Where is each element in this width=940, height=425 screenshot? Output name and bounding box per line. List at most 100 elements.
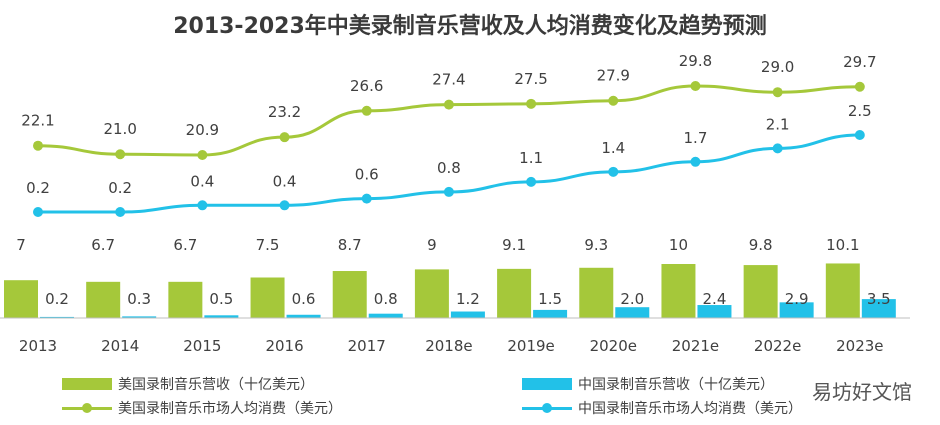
us-revenue-bar xyxy=(579,267,614,318)
cn-revenue-bar xyxy=(779,302,814,318)
us-revenue-bar xyxy=(743,265,778,318)
cn-revenue-data-label: 0.3 xyxy=(127,290,151,308)
cn-revenue-data-label: 1.5 xyxy=(538,290,562,308)
cn-spend-point xyxy=(33,207,43,217)
us-revenue-bar xyxy=(332,271,367,318)
cn-revenue-data-label: 0.6 xyxy=(292,290,316,308)
us-spend-data-label: 27.5 xyxy=(514,70,547,88)
us-spend-point xyxy=(526,98,537,109)
us-revenue-bar xyxy=(168,281,203,318)
x-tick-label: 2014 xyxy=(101,337,139,355)
cn-revenue-bar xyxy=(697,305,732,318)
legend-us-revenue: 美国录制音乐营收（十亿美元） xyxy=(62,374,314,394)
us-spend-point xyxy=(690,81,701,91)
legend-us-spend: 美国录制音乐市场人均消费（美元） xyxy=(62,398,342,418)
us-revenue-data-label: 6.7 xyxy=(173,236,197,254)
cn-spend-point xyxy=(854,130,865,140)
us-spend-line xyxy=(37,84,860,157)
cn-spend-point xyxy=(608,166,619,177)
x-tick-label: 2022e xyxy=(754,337,801,355)
cn-revenue-data-label: 2.9 xyxy=(785,290,809,308)
cn-spend-data-label: 1.4 xyxy=(601,139,625,157)
us-revenue-data-label: 6.7 xyxy=(91,236,115,254)
x-tick-label: 2023e xyxy=(836,337,883,355)
cn-revenue-bar xyxy=(450,311,485,318)
cn-revenue-data-label: 1.2 xyxy=(456,290,480,308)
cn-spend-point xyxy=(361,193,372,204)
x-tick-label: 2016 xyxy=(265,337,303,355)
legend-cn-spend-label: 中国录制音乐市场人均消费（美元） xyxy=(578,401,802,417)
cn-spend-data-label: 1.1 xyxy=(519,149,543,167)
legend-us-spend-label: 美国录制音乐市场人均消费（美元） xyxy=(118,401,342,417)
legend-us-revenue-swatch xyxy=(62,378,112,390)
cn-revenue-bar xyxy=(615,307,650,318)
cn-spend-data-label: 2.1 xyxy=(766,115,790,133)
us-revenue-data-label: 9.1 xyxy=(502,236,526,254)
us-spend-data-label: 22.1 xyxy=(21,112,54,130)
cn-revenue-data-label: 0.8 xyxy=(374,290,398,308)
cn-spend-point xyxy=(690,156,701,167)
us-spend-data-label: 27.9 xyxy=(597,67,630,85)
x-tick-label: 2013 xyxy=(19,337,57,355)
cn-spend-data-label: 0.2 xyxy=(26,179,50,197)
cn-revenue-data-label: 2.0 xyxy=(620,290,644,308)
us-spend-point xyxy=(443,99,454,110)
us-revenue-data-label: 9.8 xyxy=(749,236,773,254)
us-spend-data-label: 29.8 xyxy=(679,52,712,70)
x-tick-label: 2020e xyxy=(590,337,637,355)
us-spend-point xyxy=(197,150,208,160)
us-spend-point xyxy=(279,132,290,143)
cn-revenue-bar xyxy=(204,315,239,318)
watermark: 易坊好文馆 xyxy=(808,376,916,405)
us-spend-point xyxy=(608,95,619,106)
cn-revenue-data-label: 0.5 xyxy=(209,290,233,308)
us-revenue-data-label: 7.5 xyxy=(256,236,280,254)
legend-cn-revenue-swatch xyxy=(522,378,572,390)
legend-cn-spend: 中国录制音乐市场人均消费（美元） xyxy=(522,398,802,418)
us-spend-point xyxy=(361,105,372,116)
cn-revenue-bar xyxy=(368,313,403,318)
cn-spend-point xyxy=(772,143,783,154)
us-revenue-bar xyxy=(414,269,449,318)
x-tick-label: 2021e xyxy=(672,337,719,355)
cn-spend-data-label: 1.7 xyxy=(684,129,708,147)
cn-spend-data-label: 0.2 xyxy=(108,179,132,197)
legend-us-spend-swatch xyxy=(62,402,112,414)
chart-title: 2013-2023年中美录制音乐营收及人均消费变化及趋势预测 xyxy=(173,14,767,39)
legend-cn-revenue-label: 中国录制音乐营收（十亿美元） xyxy=(578,377,774,393)
cn-spend-point xyxy=(526,176,537,187)
cn-revenue-bar xyxy=(122,316,157,318)
x-tick-label: 2018e xyxy=(425,337,472,355)
us-revenue-data-label: 9.3 xyxy=(584,236,608,254)
cn-revenue-data-label: 2.4 xyxy=(703,290,727,308)
us-revenue-data-label: 8.7 xyxy=(338,236,362,254)
cn-spend-data-label: 0.4 xyxy=(273,172,297,190)
cn-revenue-bar xyxy=(861,299,896,318)
cn-revenue-bar xyxy=(533,309,568,318)
us-spend-data-label: 27.4 xyxy=(432,71,465,89)
cn-revenue-data-label: 3.5 xyxy=(867,290,891,308)
cn-revenue-data-label: 0.2 xyxy=(45,290,69,308)
cn-spend-point xyxy=(279,200,290,211)
us-revenue-data-label: 10.1 xyxy=(826,236,859,254)
cn-spend-data-label: 0.4 xyxy=(190,172,214,190)
us-revenue-data-label: 7 xyxy=(16,236,26,254)
cn-revenue-bar xyxy=(40,316,74,318)
cn-revenue-bar xyxy=(286,314,321,318)
cn-spend-data-label: 0.8 xyxy=(437,159,461,177)
us-revenue-bar xyxy=(661,264,696,318)
us-revenue-data-label: 9 xyxy=(427,236,437,254)
us-spend-data-label: 20.9 xyxy=(186,121,219,139)
us-revenue-bar xyxy=(497,268,532,318)
us-spend-data-label: 23.2 xyxy=(268,103,301,121)
legend-cn-revenue: 中国录制音乐营收（十亿美元） xyxy=(522,374,774,394)
cn-spend-data-label: 0.6 xyxy=(355,166,379,184)
cn-spend-point xyxy=(197,200,208,211)
us-spend-data-label: 21.0 xyxy=(103,120,136,138)
us-spend-point xyxy=(115,149,126,160)
us-spend-data-label: 26.6 xyxy=(350,77,383,95)
us-revenue-data-label: 10 xyxy=(669,236,688,254)
x-tick-label: 2015 xyxy=(183,337,221,355)
us-spend-point xyxy=(854,81,865,92)
